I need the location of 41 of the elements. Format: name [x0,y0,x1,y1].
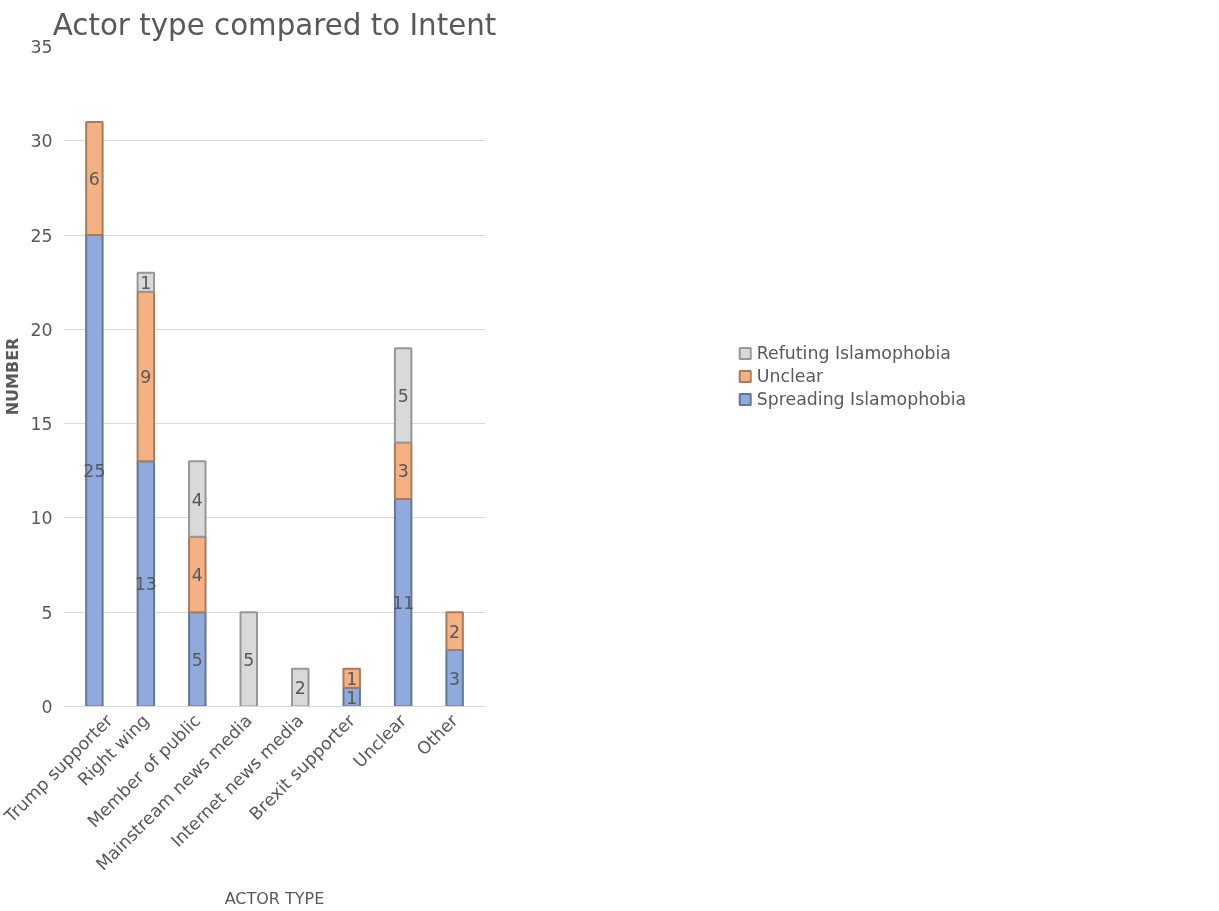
y-tick-label: 35 [30,37,53,57]
data-label: 5 [397,385,409,406]
data-label: 1 [346,687,358,708]
bar [445,611,464,651]
data-label: 5 [243,649,255,670]
data-label: 3 [397,461,409,482]
data-label: 5 [191,649,203,670]
legend-label: Spreading Islamophobia [756,389,967,409]
y-tick-label: 20 [30,319,53,340]
legend-label: Refuting Islamophobia [756,343,951,363]
data-label: 3 [449,668,461,689]
data-label: 4 [191,489,203,510]
y-tick-label: 5 [41,602,53,623]
bar [136,460,156,707]
bar [393,347,413,444]
bar [445,648,464,707]
y-tick-label: 25 [30,225,53,246]
data-label: 11 [392,593,415,614]
bar [342,667,361,689]
data-label: 1 [140,272,152,293]
y-tick-label: 15 [30,414,53,435]
data-label: 2 [449,621,461,642]
bar [136,290,156,463]
x-axis-title: ACTOR TYPE [224,889,325,909]
bar [188,535,207,614]
bar [188,460,207,538]
y-tick-label: 0 [41,697,53,717]
y-tick-label: 30 [30,131,53,152]
data-label: 9 [140,367,152,387]
data-label: 6 [88,169,100,189]
bar [85,234,104,707]
y-tick-label: 10 [30,508,53,529]
data-label: 4 [191,565,203,585]
bar [85,120,104,237]
bar [188,611,207,707]
legend-label: Unclear [756,366,824,386]
data-label: 1 [346,668,358,689]
chart-title: Actor type compared to Intent [52,7,497,42]
y-axis-title: NUMBER [3,337,23,416]
bar [393,498,413,707]
data-label: 2 [294,678,306,699]
